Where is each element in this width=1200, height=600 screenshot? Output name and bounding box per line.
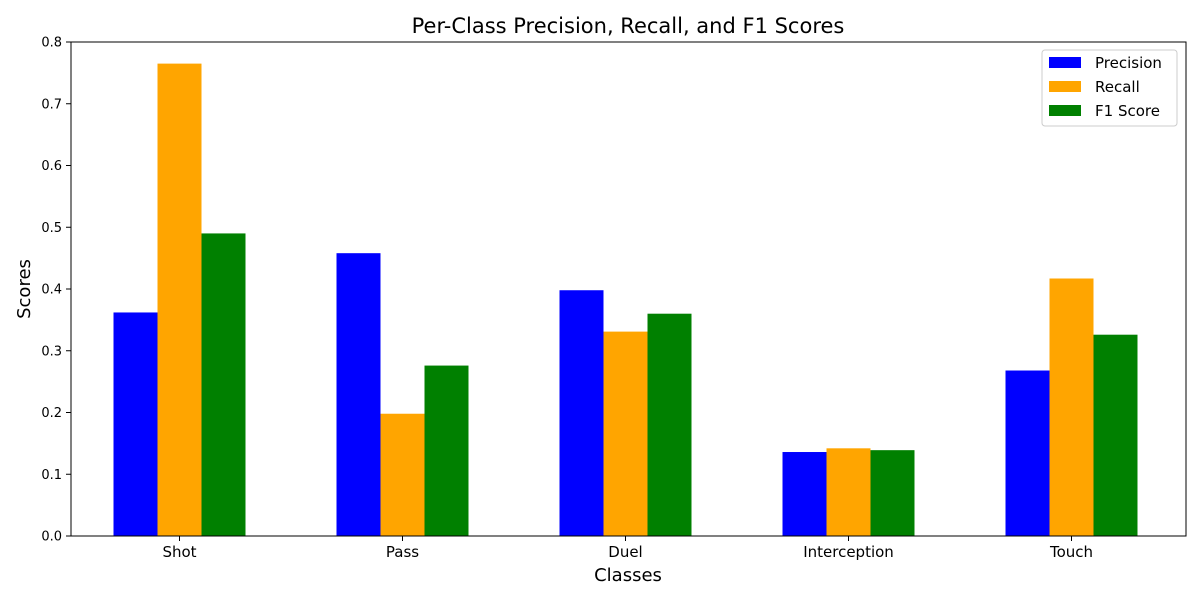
bar-precision-duel <box>559 290 604 536</box>
bar-f1-score-shot <box>201 233 246 537</box>
x-tick-label: Interception <box>803 543 894 561</box>
bars-group <box>113 63 1138 537</box>
y-tick-label: 0.0 <box>41 530 62 545</box>
bar-precision-interception <box>782 452 827 536</box>
bar-recall-touch <box>1049 278 1094 536</box>
legend-swatch <box>1049 81 1081 92</box>
legend: Precision Recall F1 Score <box>1041 49 1178 127</box>
bar-f1-score-touch <box>1093 334 1138 536</box>
bar-recall-interception <box>826 448 871 536</box>
x-axis-title: Classes <box>594 565 662 586</box>
y-tick-label: 0.5 <box>41 221 62 236</box>
bar-precision-pass <box>336 253 381 536</box>
y-tick-label: 0.2 <box>41 406 62 421</box>
x-axis: Shot Pass Duel Interception Touch <box>162 536 1093 561</box>
bar-precision-touch <box>1005 370 1050 536</box>
y-tick-label: 0.6 <box>41 159 62 174</box>
bar-f1-score-interception <box>870 450 915 536</box>
y-axis-title: Scores <box>14 259 35 319</box>
y-axis: 0.0 0.1 0.2 0.3 0.4 0.5 0.6 0.7 0.8 <box>41 36 71 545</box>
chart-title: Per-Class Precision, Recall, and F1 Scor… <box>412 14 845 38</box>
x-tick-label: Shot <box>162 543 196 561</box>
legend-swatch <box>1049 57 1081 68</box>
x-tick-label: Pass <box>386 543 419 561</box>
bar-recall-shot <box>157 63 202 537</box>
legend-label: Precision <box>1095 54 1162 72</box>
bar-f1-score-duel <box>647 313 692 536</box>
y-tick-label: 0.1 <box>41 468 62 483</box>
y-tick-label: 0.4 <box>41 283 62 298</box>
y-tick-label: 0.3 <box>41 344 62 359</box>
x-tick-label: Touch <box>1049 543 1093 561</box>
y-tick-label: 0.8 <box>41 36 62 51</box>
legend-label: F1 Score <box>1095 102 1160 120</box>
bar-precision-shot <box>113 312 158 536</box>
bar-recall-pass <box>380 413 425 536</box>
legend-label: Recall <box>1095 78 1140 96</box>
y-tick-label: 0.7 <box>41 97 62 112</box>
bar-recall-duel <box>603 331 648 536</box>
x-tick-label: Duel <box>608 543 642 561</box>
bar-f1-score-pass <box>424 365 469 536</box>
legend-swatch <box>1049 105 1081 116</box>
